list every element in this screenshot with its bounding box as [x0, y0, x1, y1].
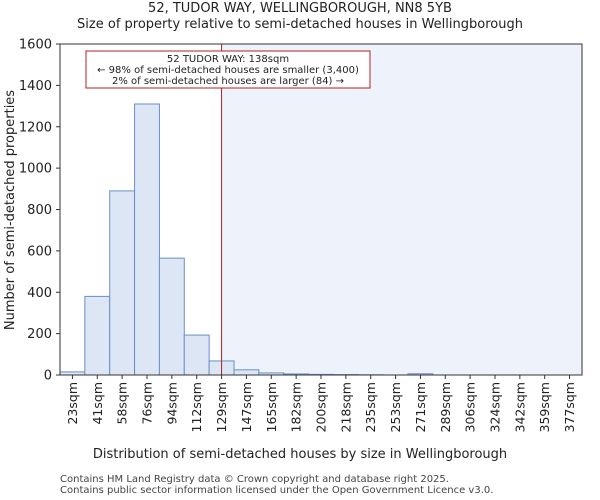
footer-copyright: Contains HM Land Registry data © Crown c…	[60, 474, 449, 485]
y-tick-label: 1400	[19, 79, 52, 94]
y-tick-label: 600	[27, 244, 52, 259]
chart-subtitle: Size of property relative to semi-detach…	[77, 17, 523, 32]
x-tick-label: 342sqm	[512, 382, 527, 432]
x-tick-label: 58sqm	[115, 382, 130, 425]
x-tick-label: 324sqm	[488, 382, 503, 432]
x-tick-label: 289sqm	[438, 382, 453, 432]
y-tick-label: 1200	[19, 120, 52, 135]
x-tick-label: 359sqm	[537, 382, 552, 432]
x-tick-label: 76sqm	[140, 382, 155, 425]
x-tick-label: 182sqm	[289, 382, 304, 432]
x-tick-label: 23sqm	[65, 382, 80, 425]
x-tick-label: 218sqm	[338, 382, 353, 432]
histogram-chart: 0 200 400 600 800 1000 1200 1400 1600 23sqm 41sqm…	[3, 38, 583, 462]
annotation-title: 52 TUDOR WAY: 138sqm	[167, 54, 289, 65]
y-tick-label: 200	[27, 327, 52, 342]
x-tick-label: 271sqm	[413, 382, 428, 432]
y-tick-label: 1000	[19, 162, 52, 177]
y-tick-label: 0	[44, 369, 52, 384]
x-tick-label: 165sqm	[264, 382, 279, 432]
y-axis-label: Number of semi-detached properties	[3, 90, 18, 330]
y-tick-label: 800	[27, 203, 52, 218]
x-tick-label: 253sqm	[388, 382, 403, 432]
histogram-bar-58sqm	[109, 190, 136, 376]
histogram-bar-94sqm	[158, 257, 185, 376]
y-tick-label: 1600	[19, 38, 52, 53]
histogram-bar-112sqm	[183, 334, 210, 376]
x-tick-label: 200sqm	[314, 382, 329, 432]
histogram-bar-147sqm	[233, 369, 260, 376]
x-axis-label: Distribution of semi-detached houses by …	[93, 447, 507, 462]
x-tick-label: 377sqm	[562, 382, 577, 432]
larger-region-shading	[221, 44, 583, 375]
chart-title: 52, TUDOR WAY, WELLINGBOROUGH, NN8 5YB	[148, 1, 452, 16]
x-tick-label: 235sqm	[363, 382, 378, 432]
x-tick-label: 147sqm	[239, 382, 254, 432]
x-tick-label: 306sqm	[463, 382, 478, 432]
annotation-larger: 2% of semi-detached houses are larger (8…	[112, 76, 344, 87]
histogram-bar-76sqm	[134, 103, 160, 376]
x-tick-label: 41sqm	[90, 382, 105, 425]
footer-licence: Contains public sector information licen…	[60, 485, 494, 496]
x-tick-label: 94sqm	[164, 382, 179, 425]
x-tick-label: 112sqm	[189, 382, 204, 432]
annotation-smaller: ← 98% of semi-detached houses are smalle…	[97, 65, 359, 76]
property-annotation: 52 TUDOR WAY: 138sqm ← 98% of semi-detac…	[85, 50, 371, 89]
annotation-box	[85, 50, 371, 89]
x-tick-label: 129sqm	[214, 382, 229, 432]
histogram-bar-41sqm	[84, 295, 111, 376]
y-tick-label: 400	[27, 286, 52, 301]
